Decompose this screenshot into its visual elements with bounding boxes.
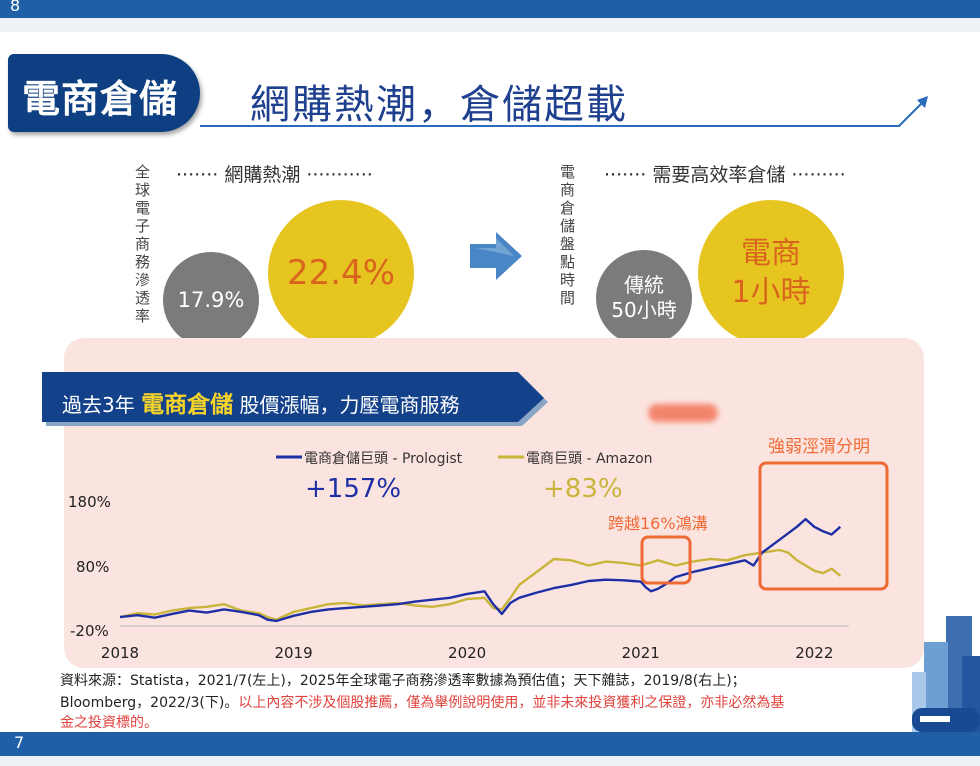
top-bar: 8 — [0, 0, 980, 18]
trend-arrow-icon — [898, 96, 928, 127]
series-line-prologis — [119, 517, 842, 623]
banner-post: 股價漲幅，力壓電商服務 — [233, 393, 460, 417]
circle-2025-value: 22.4% — [286, 253, 395, 293]
city-skyline-icon — [912, 616, 980, 732]
annotation-divergence: 強弱涇渭分明 — [768, 437, 870, 457]
legend-label-amazon: 電商巨頭 - Amazon — [526, 451, 653, 467]
chart-banner: 過去3年 電商倉儲 股價漲幅，力壓電商服務 — [42, 372, 550, 426]
y-tick-80: 80% — [76, 558, 109, 576]
footer-source-line1: 資料來源：Statista，2021/7(左上)，2025年全球電子商務滲透率數… — [60, 673, 746, 689]
circle-traditional-line2: 50小時 — [611, 298, 677, 322]
circle-traditional-line1: 傳統 — [624, 273, 664, 297]
circle-ecommerce-line2: 1小時 — [731, 275, 811, 310]
y-tick-180: 180% — [68, 493, 111, 511]
footer-disclaimer-line3: 金之投資標的。 — [60, 712, 158, 732]
bottom-strip — [0, 756, 980, 766]
right-vertical-label: 電商倉儲盤點時間 — [558, 164, 576, 308]
section-tab: 電商倉儲 — [8, 54, 200, 132]
highlight-box-gap — [640, 535, 692, 585]
circle-ecommerce: 電商 1小時 — [698, 200, 844, 346]
x-tick-2021: 2021 — [622, 644, 660, 662]
banner-pre: 過去3年 — [62, 393, 142, 417]
page-title: 網購熱潮，倉儲超載 — [250, 82, 628, 128]
left-section-title: ······· 網購熱潮 ··········· — [176, 164, 373, 186]
banner-shape — [42, 372, 548, 426]
banner-text: 過去3年 電商倉儲 股價漲幅，力壓電商服務 — [62, 385, 459, 419]
redacted-mark — [648, 404, 718, 422]
gain-label-prologis: +157% — [305, 474, 401, 504]
slide-header: 電商倉儲 網購熱潮，倉儲超載 — [0, 32, 980, 152]
annotation-gap: 跨越16%鴻溝 — [608, 514, 708, 533]
banner-highlight: 電商倉儲 — [141, 392, 234, 418]
right-section-title: ······· 需要高效率倉儲 ········· — [604, 164, 846, 186]
top-page-number: 8 — [10, 0, 21, 15]
footer-source-line2: Bloomberg，2022/3(下)。以上內容不涉及個股推薦，僅為舉例說明使用… — [60, 692, 784, 712]
x-tick-2020: 2020 — [448, 644, 486, 662]
y-tick-minus20: -20% — [70, 622, 109, 640]
x-ticks: 2018 2019 2020 2021 2022 — [101, 644, 833, 662]
x-tick-2018: 2018 — [101, 644, 139, 662]
footer-disclaimer: 以上內容不涉及個股推薦，僅為舉例說明使用，並非未來投資獲利之保證，亦非必然為基 — [238, 695, 785, 711]
circle-2025: 22.4% — [268, 200, 414, 346]
bottom-bar: 7 — [0, 732, 980, 756]
left-vertical-label: 全球電子商務滲透率 — [133, 164, 151, 326]
right-arrow-icon — [470, 232, 522, 280]
circle-traditional: 傳統 50小時 — [596, 250, 692, 346]
footer-source-bloomberg: Bloomberg，2022/3(下)。 — [60, 695, 239, 711]
circle-2021-value: 17.9% — [177, 288, 245, 312]
highlight-box-divergence — [758, 461, 889, 591]
section-tab-label: 電商倉儲 — [22, 77, 179, 121]
bottom-page-number: 7 — [14, 733, 25, 752]
circle-2021: 17.9% — [163, 252, 259, 348]
chart-legend: 電商倉儲巨頭 - Prologist +157% 電商巨頭 - Amazon +… — [276, 451, 653, 504]
x-tick-2019: 2019 — [274, 644, 312, 662]
top-gap-band — [0, 18, 980, 32]
legend-label-prologis: 電商倉儲巨頭 - Prologist — [304, 451, 463, 467]
x-tick-2022: 2022 — [795, 644, 833, 662]
circle-ecommerce-line1: 電商 — [741, 236, 801, 271]
gain-label-amazon: +83% — [543, 474, 623, 504]
title-underline — [200, 125, 900, 127]
footer-disclaimer-end: 金之投資標的。 — [60, 715, 158, 731]
